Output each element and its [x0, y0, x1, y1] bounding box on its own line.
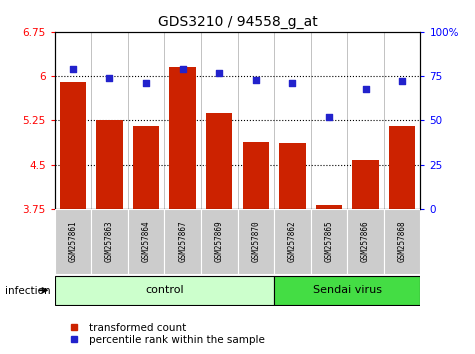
Bar — [91, 209, 128, 274]
Text: GSM257868: GSM257868 — [398, 221, 407, 262]
Bar — [238, 209, 274, 274]
Bar — [133, 126, 159, 209]
Bar — [274, 209, 311, 274]
Bar — [316, 205, 342, 209]
Point — [105, 75, 113, 81]
Text: infection: infection — [5, 286, 50, 296]
Bar — [164, 209, 201, 274]
Point — [179, 66, 186, 72]
Text: GSM257866: GSM257866 — [361, 221, 370, 262]
Bar — [384, 209, 420, 274]
Text: GSM257862: GSM257862 — [288, 221, 297, 262]
Bar — [243, 142, 269, 209]
Text: GSM257863: GSM257863 — [105, 221, 114, 262]
Text: GSM257867: GSM257867 — [178, 221, 187, 262]
Bar — [96, 120, 123, 209]
Point — [142, 80, 150, 86]
Point — [289, 80, 296, 86]
Bar — [60, 82, 86, 209]
Text: Sendai virus: Sendai virus — [313, 285, 382, 295]
Text: GSM257864: GSM257864 — [142, 221, 151, 262]
Point — [325, 114, 332, 120]
Text: GSM257870: GSM257870 — [251, 221, 260, 262]
Bar — [170, 67, 196, 209]
Text: GSM257869: GSM257869 — [215, 221, 224, 262]
Title: GDS3210 / 94558_g_at: GDS3210 / 94558_g_at — [158, 16, 317, 29]
Bar — [311, 209, 347, 274]
Bar — [352, 160, 379, 209]
Bar — [389, 126, 415, 209]
Bar — [206, 113, 232, 209]
Text: GSM257861: GSM257861 — [68, 221, 77, 262]
Bar — [55, 276, 274, 304]
Point — [216, 70, 223, 75]
Bar — [274, 276, 420, 304]
Bar — [279, 143, 305, 209]
Text: control: control — [145, 285, 184, 295]
Legend: transformed count, percentile rank within the sample: transformed count, percentile rank withi… — [60, 318, 269, 349]
Bar — [128, 209, 164, 274]
Bar — [55, 209, 91, 274]
Point — [69, 66, 77, 72]
Point — [252, 77, 259, 82]
Point — [362, 86, 370, 91]
Point — [398, 79, 406, 84]
Text: GSM257865: GSM257865 — [324, 221, 333, 262]
Bar — [347, 209, 384, 274]
Bar — [201, 209, 238, 274]
